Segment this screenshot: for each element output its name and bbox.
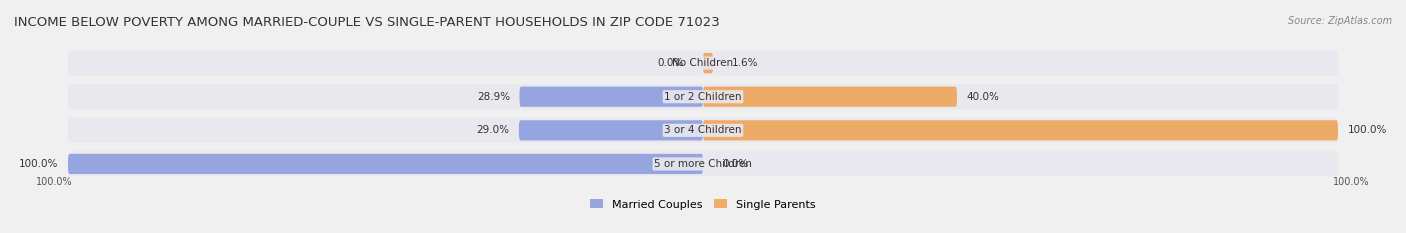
FancyBboxPatch shape xyxy=(703,87,957,107)
Text: 1 or 2 Children: 1 or 2 Children xyxy=(664,92,742,102)
Text: Source: ZipAtlas.com: Source: ZipAtlas.com xyxy=(1288,16,1392,26)
Text: 100.0%: 100.0% xyxy=(37,177,73,187)
Text: 1.6%: 1.6% xyxy=(733,58,759,68)
FancyBboxPatch shape xyxy=(519,87,703,107)
FancyBboxPatch shape xyxy=(67,151,1339,176)
Text: 100.0%: 100.0% xyxy=(1347,125,1386,135)
FancyBboxPatch shape xyxy=(67,118,1339,143)
Text: 0.0%: 0.0% xyxy=(723,159,748,169)
Text: 0.0%: 0.0% xyxy=(658,58,683,68)
Text: 100.0%: 100.0% xyxy=(1333,177,1369,187)
FancyBboxPatch shape xyxy=(67,84,1339,109)
Text: No Children: No Children xyxy=(672,58,734,68)
Text: 29.0%: 29.0% xyxy=(477,125,509,135)
Text: INCOME BELOW POVERTY AMONG MARRIED-COUPLE VS SINGLE-PARENT HOUSEHOLDS IN ZIP COD: INCOME BELOW POVERTY AMONG MARRIED-COUPL… xyxy=(14,16,720,29)
Text: 5 or more Children: 5 or more Children xyxy=(654,159,752,169)
FancyBboxPatch shape xyxy=(67,51,1339,75)
FancyBboxPatch shape xyxy=(67,154,703,174)
Text: 28.9%: 28.9% xyxy=(477,92,510,102)
FancyBboxPatch shape xyxy=(703,120,1339,140)
Text: 40.0%: 40.0% xyxy=(966,92,1000,102)
Legend: Married Couples, Single Parents: Married Couples, Single Parents xyxy=(591,199,815,209)
FancyBboxPatch shape xyxy=(519,120,703,140)
Text: 3 or 4 Children: 3 or 4 Children xyxy=(664,125,742,135)
Text: 100.0%: 100.0% xyxy=(20,159,59,169)
FancyBboxPatch shape xyxy=(703,53,713,73)
